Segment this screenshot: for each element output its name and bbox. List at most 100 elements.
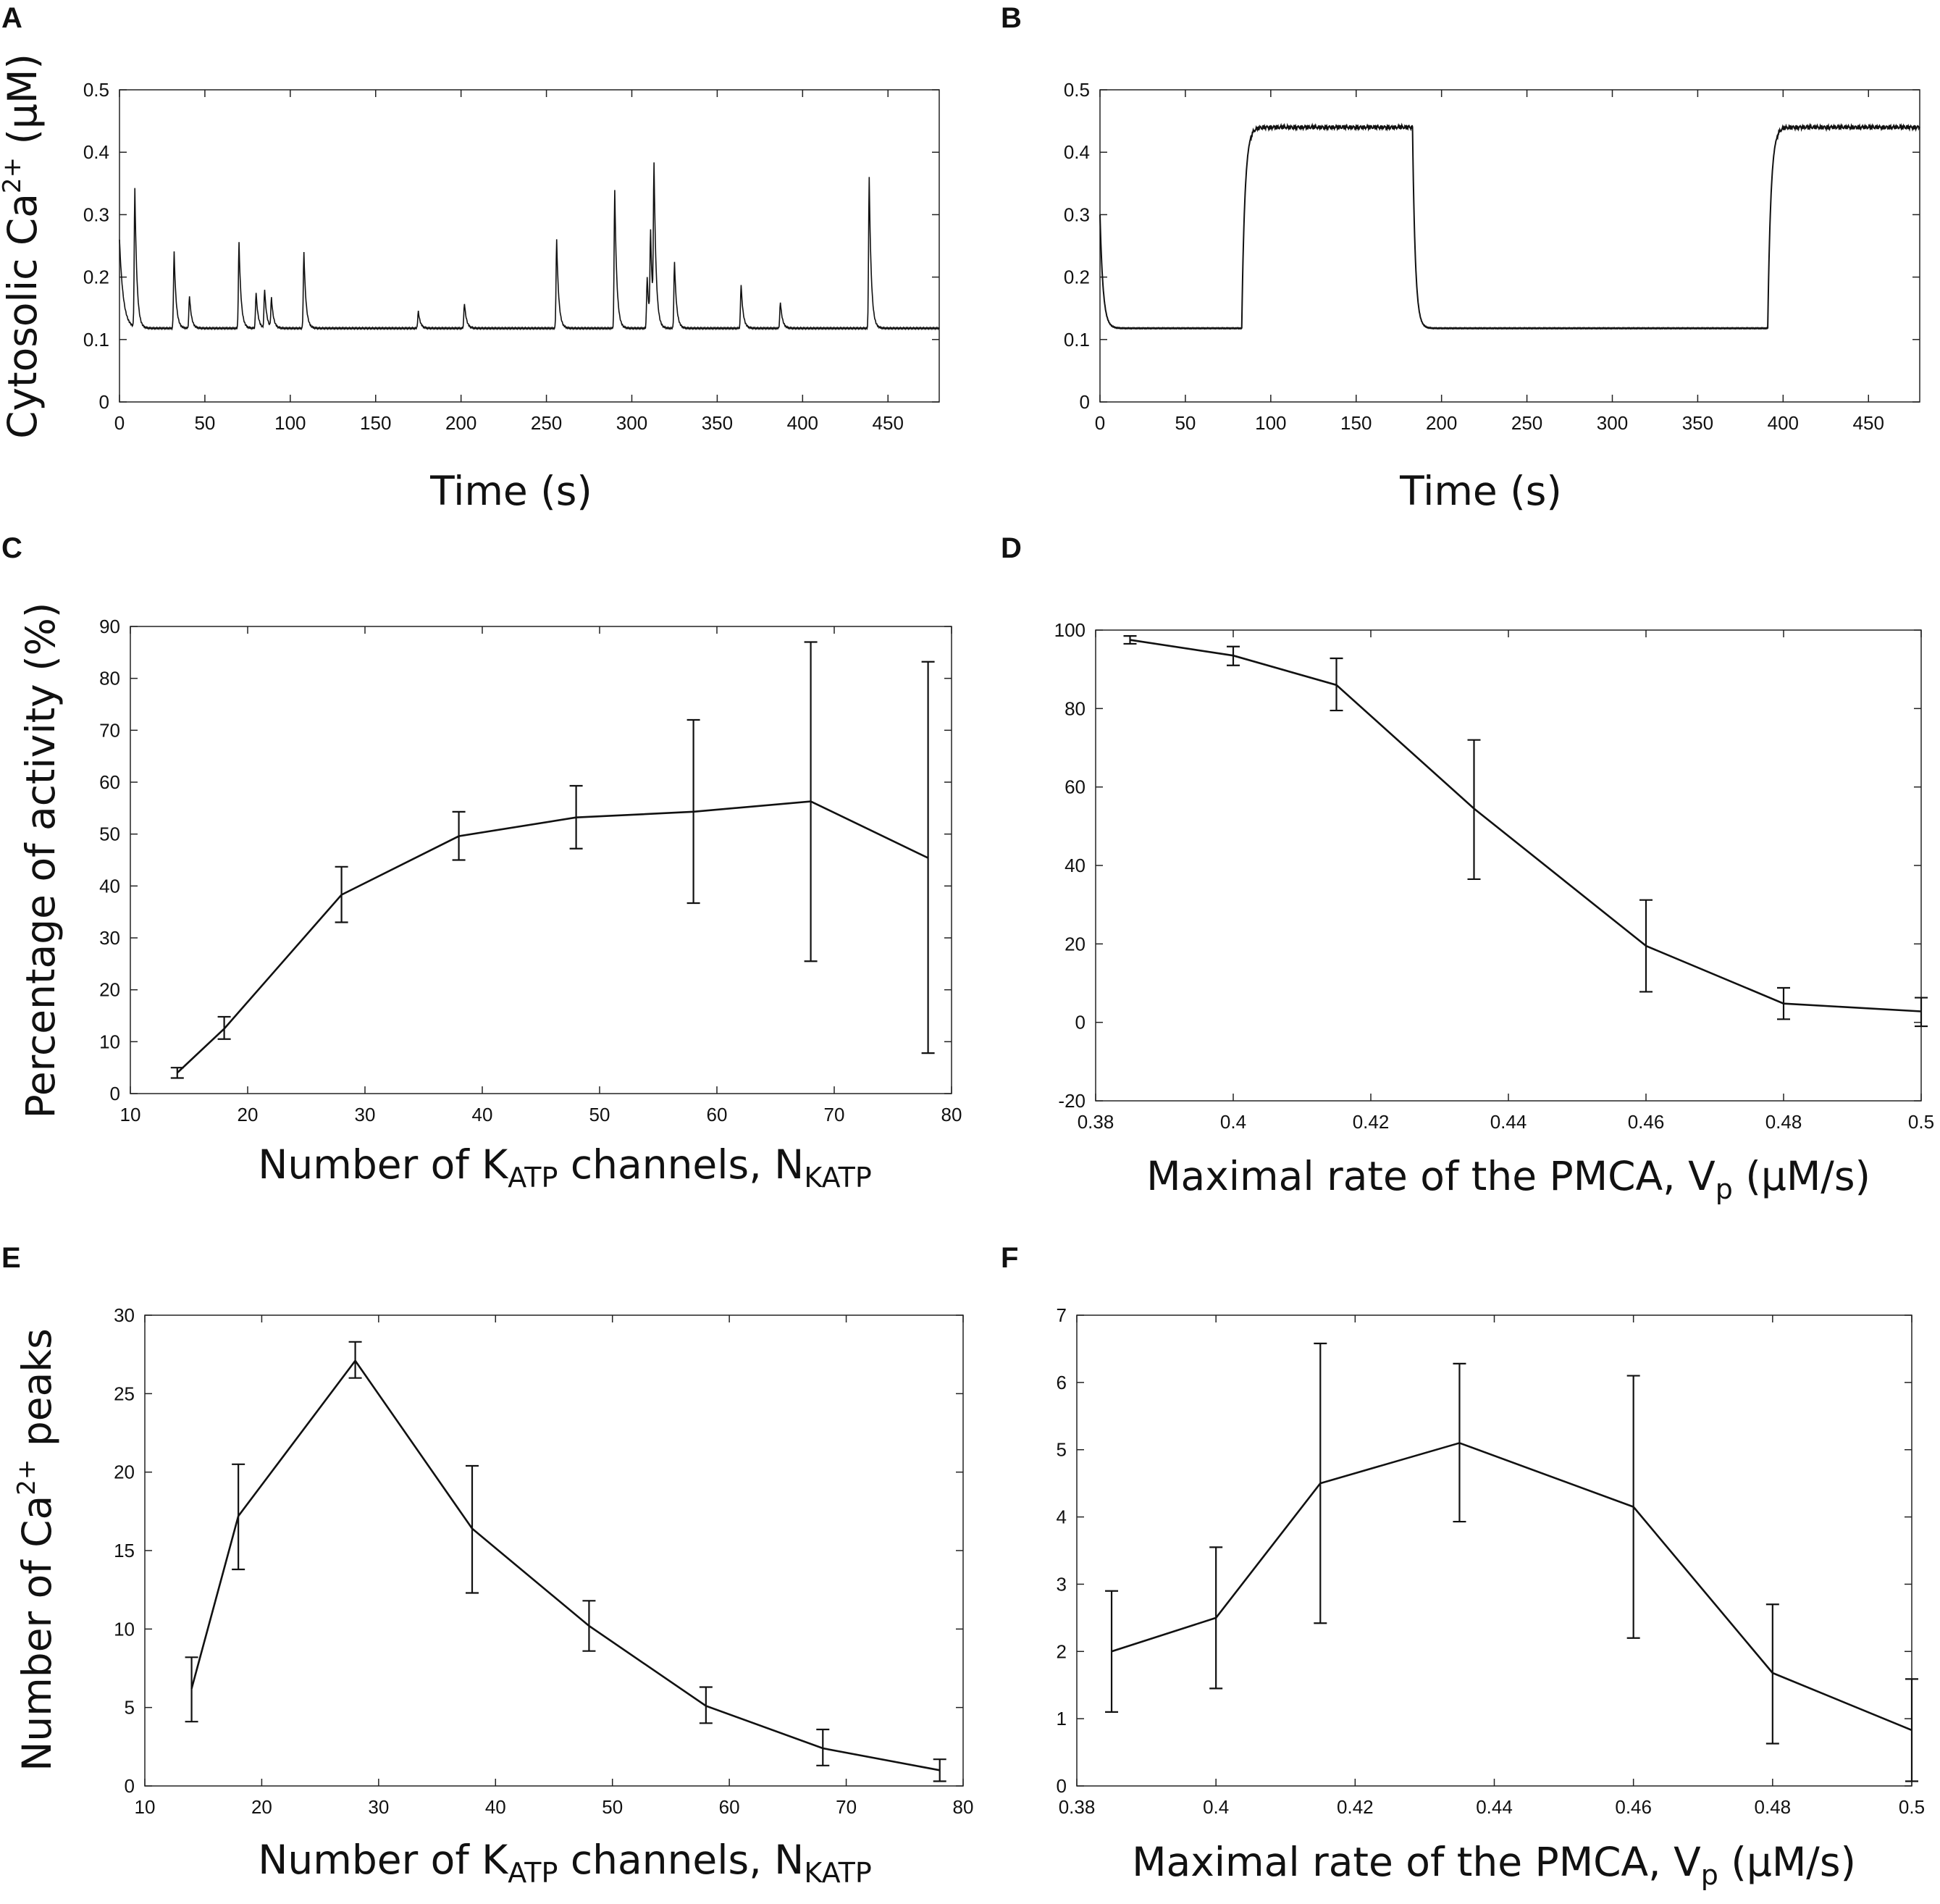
- panel-c-x-label-sub: ATP: [508, 1162, 558, 1194]
- panel-f-peaks-vs-pmca: 0.38 0.4 0.42 0.44 0.46 0.48 0.5 0 1 2 3 4 5 6 7 Maxim…: [1057, 1304, 1926, 1891]
- panel-e-x-label-mid: channels, N: [558, 1837, 804, 1883]
- panel-d-y-tick-label: 0: [1075, 1012, 1086, 1033]
- panel-a-y-label-unit: (μM): [0, 54, 46, 157]
- panel-c-x-label-main: Number of K: [258, 1141, 509, 1188]
- panel-f-x-tick-label: 0.46: [1615, 1796, 1652, 1818]
- panel-c-x-axis-label: Number of KATP channels, NKATP: [258, 1141, 872, 1194]
- panel-b-y-tick-label: 0: [1080, 391, 1090, 413]
- panel-e-x-tick-label: 80: [953, 1796, 974, 1818]
- panel-f-y-tick-label: 1: [1057, 1708, 1067, 1729]
- panel-d-x-axis-label: Maximal rate of the PMCA, Vp (μM/s): [1146, 1153, 1870, 1205]
- panel-f-y-tick-label: 4: [1057, 1506, 1067, 1528]
- panel-f-x-axis-label: Maximal rate of the PMCA, Vp (μM/s): [1132, 1839, 1856, 1891]
- panel-c-x-tick-label: 80: [941, 1104, 962, 1125]
- panel-f-x-tick-label: 0.42: [1337, 1796, 1374, 1818]
- panel-e-y-axis-label: Number of Ca2+ peaks: [12, 1328, 60, 1771]
- panel-a-x-tick-label: 300: [616, 412, 647, 434]
- panel-c-x-label-mid: channels, N: [558, 1141, 804, 1188]
- panel-f-x-label-sub: p: [1701, 1859, 1718, 1891]
- panel-f-x-tick-label: 0.48: [1755, 1796, 1792, 1818]
- panel-letter-c: C: [1, 532, 22, 564]
- panel-b-series: [1099, 122, 1920, 330]
- panel-d-y-tick-label: 20: [1065, 933, 1086, 955]
- panel-e-y-label-main: Number of Ca: [14, 1496, 60, 1771]
- panel-b-x-tick-label: 200: [1426, 412, 1457, 434]
- panel-c-y-tick-label: 80: [99, 668, 120, 689]
- panel-a-y-tick-label: 0.4: [83, 141, 109, 163]
- panel-f-series: [1105, 1342, 1918, 1782]
- panel-b-x-tick-label: 50: [1175, 412, 1196, 434]
- panel-d-y-tick-label: 80: [1065, 697, 1086, 719]
- panel-d-x-tick-label: 0.5: [1908, 1111, 1934, 1133]
- panel-c-x-tick-label: 30: [355, 1104, 376, 1125]
- panel-f-x-tick-label: 0.4: [1203, 1796, 1229, 1818]
- panel-d-x-label-sub: p: [1716, 1173, 1733, 1205]
- panel-f-mean-line: [1111, 1442, 1912, 1732]
- panel-e-y-tick-label: 0: [125, 1775, 135, 1797]
- panel-e-x-axis-label: Number of KATP channels, NKATP: [258, 1837, 872, 1889]
- panel-a-x-tick-label: 100: [274, 412, 306, 434]
- panel-b-x-tick-label: 350: [1682, 412, 1713, 434]
- panel-c-plot-frame: [130, 626, 952, 1094]
- panel-d-ticks: 0.38 0.4 0.42 0.44 0.46 0.48 0.5 -20 0 20 40 60 80 10…: [1054, 619, 1934, 1133]
- panel-f-y-tick-label: 2: [1057, 1640, 1067, 1662]
- panel-f-y-tick-label: 6: [1057, 1372, 1067, 1393]
- panel-e-y-tick-label: 30: [114, 1304, 135, 1326]
- panel-b-y-tick-label: 0.5: [1064, 79, 1090, 101]
- panel-c-y-tick-label: 30: [99, 927, 120, 949]
- panel-a-x-axis-label: Time (s): [429, 468, 592, 514]
- panel-c-y-tick-label: 20: [99, 979, 120, 1001]
- panel-c-y-tick-label: 10: [99, 1031, 120, 1052]
- panel-c-x-tick-label: 50: [589, 1104, 610, 1125]
- panel-c-y-tick-label: 60: [99, 771, 120, 793]
- panel-d-y-tick-label: 40: [1065, 855, 1086, 876]
- panel-c-series: [170, 641, 935, 1079]
- panel-c-y-tick-label: 50: [99, 823, 120, 845]
- panel-f-ticks: 0.38 0.4 0.42 0.44 0.46 0.48 0.5 0 1 2 3 4 5 6 7: [1057, 1304, 1926, 1818]
- panel-d-y-tick-label: 100: [1054, 619, 1086, 641]
- panel-c-y-tick-label: 40: [99, 875, 120, 897]
- panel-f-y-tick-label: 0: [1057, 1775, 1067, 1797]
- panel-c-x-tick-label: 40: [472, 1104, 493, 1125]
- panel-b-x-tick-label: 100: [1255, 412, 1286, 434]
- panel-f-y-tick-label: 3: [1057, 1573, 1067, 1595]
- panel-e-x-label-sub2: KATP: [804, 1857, 871, 1889]
- panel-letter-d: D: [1001, 532, 1022, 564]
- panel-b-x-tick-label: 0: [1095, 412, 1105, 434]
- panel-e-x-tick-label: 40: [485, 1796, 506, 1818]
- panel-a-x-tick-label: 250: [531, 412, 562, 434]
- panel-b-calcium-trace: 0 50 100 150 200 250 300 350 400 450 0 0.1 0.2 0.3 0.4…: [1064, 79, 1920, 514]
- panel-e-plot-frame: [144, 1314, 964, 1787]
- panel-c-y-tick-label: 0: [110, 1083, 120, 1104]
- panel-e-y-tick-label: 15: [114, 1540, 135, 1561]
- panel-a-y-label-main: Cytosolic Ca: [0, 193, 46, 439]
- panel-b-x-tick-label: 450: [1853, 412, 1884, 434]
- panel-a-x-tick-label: 200: [445, 412, 476, 434]
- panel-a-y-label-sup: 2+: [0, 157, 27, 193]
- panel-d-series: [1123, 635, 1928, 1028]
- panel-a-x-tick-label: 50: [194, 412, 215, 434]
- panel-a-y-tick-label: 0.5: [83, 79, 109, 101]
- panel-b-plot-frame: [1099, 89, 1920, 403]
- panel-e-series: [185, 1341, 946, 1782]
- panel-b-x-tick-label: 300: [1597, 412, 1628, 434]
- panel-b-calcium-line: [1099, 122, 1920, 330]
- panel-letter-e: E: [1, 1242, 21, 1274]
- panel-d-x-tick-label: 0.38: [1078, 1111, 1114, 1133]
- panel-e-y-tick-label: 5: [125, 1697, 135, 1719]
- panel-f-x-tick-label: 0.5: [1899, 1796, 1925, 1818]
- panel-a-x-tick-label: 150: [360, 412, 391, 434]
- panel-d-x-label-unit: (μM/s): [1733, 1153, 1870, 1199]
- panel-a-x-tick-label: 400: [787, 412, 818, 434]
- panel-c-x-label-sub2: KATP: [804, 1162, 871, 1194]
- panel-letter-b: B: [1001, 2, 1022, 34]
- panel-c-y-tick-label: 90: [99, 616, 120, 637]
- panel-e-y-label-sup: 2+: [12, 1459, 41, 1496]
- panel-c-y-axis-label: Percentage of activity (%): [17, 603, 64, 1119]
- panel-e-x-tick-label: 10: [135, 1796, 156, 1818]
- panel-e-ticks: 10 20 30 40 50 60 70 80 0 5 10 15 20 25 30: [114, 1304, 973, 1818]
- panel-a-y-tick-label: 0.2: [83, 267, 109, 288]
